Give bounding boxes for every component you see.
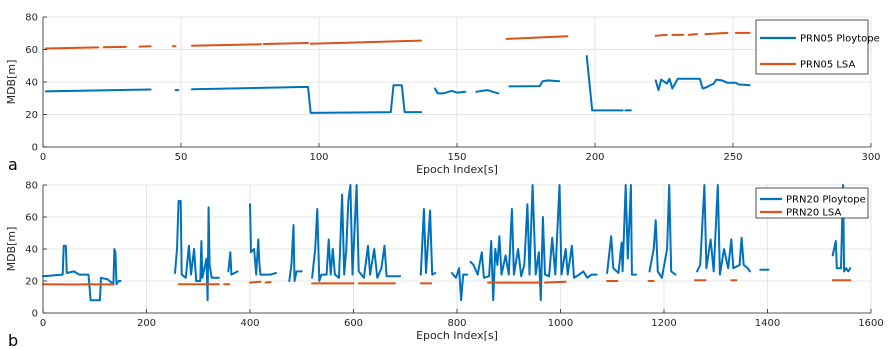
x-tick-label-b-4: 800 [447,318,466,329]
x-tick-label-a-3: 150 [447,152,466,163]
series-a-1-segment-4 [191,43,262,47]
y-tick-label-a-1: 20 [25,110,38,121]
x-tick-label-a-5: 250 [723,152,742,163]
series-a-0 [44,55,751,114]
series-b-0-segment-8 [469,184,598,302]
x-tick-label-b-2: 400 [240,318,259,329]
series-a-0-segment-2 [191,84,423,114]
series-b-0-segment-3 [249,203,277,276]
x-tick-label-a-1: 50 [175,152,188,163]
panel-label-b: b [8,331,18,349]
series-b-0-segment-13 [831,184,852,273]
legend-b: PRN20 Ploytope PRN20 LSA [755,187,869,219]
series-a-0-segment-0 [44,88,152,93]
x-tick-label-b-7: 1400 [755,318,780,329]
series-b-0-segment-7 [450,267,469,302]
y-tick-label-a-4: 80 [25,13,38,24]
series-b-0-segment-0 [42,244,122,302]
chart-panel-b: b Epoch Index[s] MDB[m] 0 200 400 600 800 100… [5,181,884,349]
series-a-1-segment-6 [309,39,423,45]
series-a-1-segment-10 [687,33,699,36]
x-axis-label-a: Epoch Index[s] [416,163,498,176]
x-tick-label-b-8: 1600 [858,318,883,329]
plot-area-a: 0 50 100 150 200 250 300 0 20 40 60 80 [25,13,880,164]
series-a-0-segment-8 [654,77,751,92]
series-a-1-segment-11 [704,31,729,36]
chart-panel-a: a Epoch Index[s] MDB[m] 0 50 100 150 200 250 3… [5,13,881,177]
legend-entry-a-0: PRN05 Ploytope [800,34,880,45]
x-tick-label-a-4: 200 [585,152,604,163]
series-a-0-segment-6 [585,55,624,112]
legend-entry-b-1: PRN20 LSA [786,208,841,219]
legend-entry-b-0: PRN20 Ploytope [786,195,866,206]
series-b-0-segment-10 [648,184,677,279]
x-tick-label-b-5: 1000 [548,318,573,329]
series-b-0-segment-5 [311,184,402,282]
series-a-1-segment-0 [44,46,100,50]
x-tick-label-a-2: 100 [309,152,328,163]
x-tick-label-a-6: 300 [861,152,880,163]
x-tick-label-b-3: 600 [344,318,363,329]
y-axis-label-a: MDB[m] [5,60,18,105]
y-axis-label-b: MDB[m] [5,227,18,272]
legend-a: PRN05 Ploytope PRN05 LSA [755,19,880,75]
series-a-1 [44,31,751,50]
y-tick-label-a-0: 0 [32,143,38,154]
y-tick-label-b-1: 20 [25,277,38,288]
y-tick-label-a-3: 60 [25,45,38,56]
x-tick-label-a-0: 0 [40,152,46,163]
x-tick-label-b-1: 200 [137,318,156,329]
x-tick-label-b-6: 1200 [651,318,676,329]
series-b-1 [42,279,852,286]
y-tick-label-b-0: 0 [32,309,38,320]
series-b-0-segment-11 [696,184,751,276]
y-tick-label-b-2: 40 [25,245,38,256]
series-b-0-segment-1 [174,200,220,302]
series-b-1-segment-4 [264,281,272,284]
x-tick-label-b-0: 0 [40,318,46,329]
series-b-0 [42,184,852,302]
y-tick-label-a-2: 40 [25,78,38,89]
series-a-1-segment-7 [505,35,569,40]
legend-entry-a-1: PRN05 LSA [800,60,855,71]
x-axis-label-b: Epoch Index[s] [416,329,498,342]
y-tick-label-b-4: 80 [25,181,38,192]
series-a-0-segment-4 [475,89,500,95]
panel-label-a: a [8,155,18,174]
series-b-0-segment-9 [606,184,638,276]
series-a-0-segment-3 [433,87,467,95]
series-b-0-segment-2 [227,251,239,276]
y-tick-label-b-3: 60 [25,213,38,224]
series-b-0-segment-6 [419,208,437,276]
series-a-1-segment-8 [654,33,668,37]
series-b-1-segment-9 [544,280,567,284]
series-a-0-segment-5 [508,79,561,88]
series-b-0-segment-4 [288,224,303,282]
series-a-1-segment-5 [262,42,309,45]
plot-area-b: 0 200 400 600 800 1000 1200 1400 1600 0 20 40 60 80 [25,181,883,330]
series-b-1-segment-3 [249,280,262,284]
